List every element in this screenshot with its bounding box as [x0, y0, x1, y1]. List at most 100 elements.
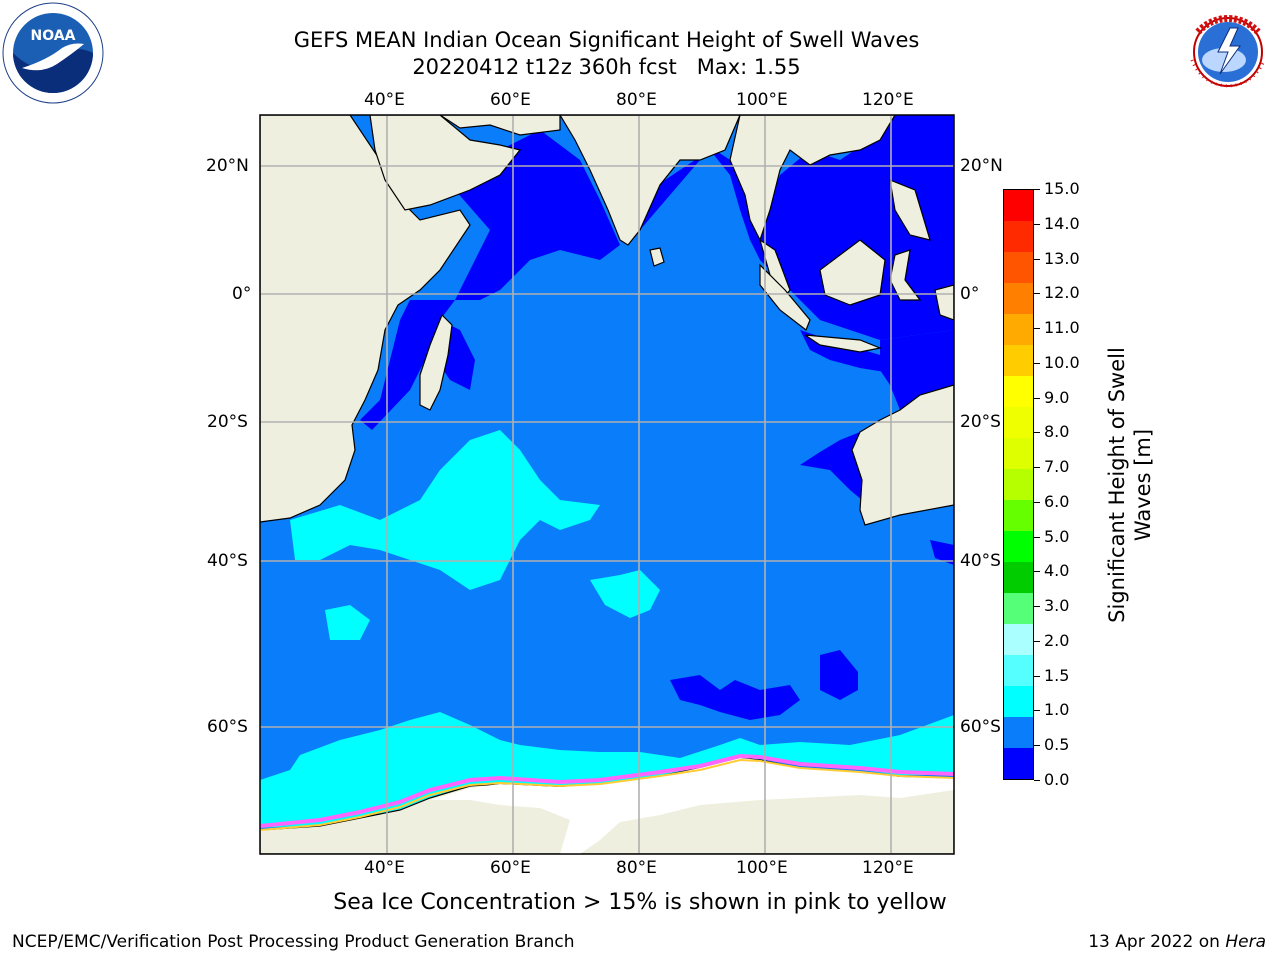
- noaa-logo-text: NOAA: [31, 28, 76, 44]
- lon-label-top: 40°E: [364, 90, 405, 110]
- land-india: [559, 115, 741, 246]
- lat-label-left: 20°S: [207, 412, 248, 432]
- colorbar-swatch: [1004, 438, 1033, 469]
- colorbar-tick-label: 5.0: [1044, 526, 1070, 546]
- colorbar-swatch: [1004, 252, 1033, 283]
- swell-low-southern-patch: [670, 675, 800, 720]
- colorbar-tick-mark: [1034, 328, 1040, 330]
- colorbar-tick-label: 11.0: [1044, 318, 1080, 338]
- land-madagascar: [419, 313, 453, 411]
- colorbar-swatch: [1004, 376, 1033, 407]
- colorbar-tick-mark: [1034, 258, 1040, 260]
- colorbar-ticks: 15.0 14.0 13.0 12.0 11.0 10.0 9.0 8.0 7.0 6.0 5.0 4…: [1034, 180, 1104, 789]
- lat-label-right: 20°S: [960, 412, 1001, 432]
- colorbar-tick-mark: [1034, 293, 1040, 295]
- colorbar-swatch: [1004, 655, 1033, 686]
- colorbar-swatch: [1004, 531, 1033, 562]
- lat-label-right: 20°N: [960, 156, 1003, 176]
- lon-label-bottom: 120°E: [862, 858, 914, 878]
- swell-low-arabian-sea: [360, 130, 620, 430]
- colorbar-tick-mark: [1034, 536, 1040, 538]
- credit-date: 13 Apr 2022 on: [1088, 932, 1226, 952]
- colorbar-tick-label: 8.0: [1044, 422, 1070, 442]
- colorbar-tick-mark: [1034, 675, 1040, 677]
- swell-high-southwest: [290, 430, 600, 590]
- colorbar-swatch: [1004, 593, 1033, 624]
- colorbar-tick-label: 9.0: [1044, 387, 1070, 407]
- sea-ice-note: Sea Ice Concentration > 15% is shown in …: [0, 890, 1280, 915]
- colorbar-tick-mark: [1034, 745, 1040, 747]
- colorbar-swatch: [1004, 500, 1033, 531]
- colorbar-tick-mark: [1034, 501, 1040, 503]
- land-philippines: [889, 179, 931, 241]
- colorbar-swatch: [1004, 624, 1033, 655]
- swell-low-australia-south: [930, 540, 954, 565]
- chart-title: GEFS MEAN Indian Ocean Significant Heigh…: [293, 28, 920, 52]
- lon-label-top: 120°E: [862, 90, 914, 110]
- swell-high-kerguelen: [325, 605, 370, 640]
- swell-high-central: [590, 570, 660, 618]
- swell-high-south-band: [260, 712, 954, 828]
- credit-right: 13 Apr 2022 on Hera: [1088, 932, 1266, 952]
- land-sulawesi: [889, 249, 922, 301]
- lon-label-bottom: 100°E: [736, 858, 788, 878]
- colorbar-tick-label: 1.0: [1044, 700, 1070, 720]
- colorbar-tick-label: 1.5: [1044, 665, 1070, 685]
- colorbar-tick-mark: [1034, 223, 1040, 225]
- colorbar-tick-label: 10.0: [1044, 352, 1080, 372]
- colorbar-tick-mark: [1034, 362, 1040, 364]
- lat-label-right: 60°S: [960, 717, 1001, 737]
- colorbar-label-line1: Significant Height of Swell: [1105, 347, 1129, 623]
- colorbar-tick-label: 2.0: [1044, 630, 1070, 650]
- colorbar-swatch: [1004, 221, 1033, 252]
- lat-label-right: 40°S: [960, 551, 1001, 571]
- land-java: [804, 334, 883, 353]
- colorbar-tick-mark: [1034, 467, 1040, 469]
- colorbar-tick-mark: [1034, 780, 1040, 781]
- swell-low-australia-west: [800, 432, 862, 500]
- colorbar-tick-mark: [1034, 640, 1040, 642]
- lat-label-left: 60°S: [207, 717, 248, 737]
- lon-label-bottom: 40°E: [364, 858, 405, 878]
- colorbar-tick-mark: [1034, 397, 1040, 399]
- lon-label-top: 100°E: [736, 90, 788, 110]
- colorbar-swatch: [1004, 562, 1033, 593]
- land-persia: [438, 115, 561, 136]
- colorbar-swatch: [1004, 748, 1033, 779]
- sea-ice: [430, 758, 954, 854]
- credit-left: NCEP/EMC/Verification Post Processing Pr…: [12, 932, 575, 952]
- colorbar-tick-label: 0.0: [1044, 770, 1070, 789]
- noaa-logo-icon: NOAA: [2, 2, 104, 104]
- lon-label-top: 80°E: [616, 90, 657, 110]
- lat-label-left: 20°N: [206, 156, 249, 176]
- colorbar-swatch: [1004, 314, 1033, 345]
- nws-logo-icon: [1178, 2, 1278, 102]
- colorbar-tick-label: 3.0: [1044, 596, 1070, 616]
- colorbar-tick-label: 15.0: [1044, 179, 1080, 198]
- colorbar-tick-mark: [1034, 571, 1040, 573]
- land-sumatra: [759, 263, 811, 331]
- map-field: [260, 115, 954, 854]
- colorbar-tick-mark: [1034, 432, 1040, 434]
- colorbar-label-line2: Waves [m]: [1131, 428, 1155, 542]
- chart-subtitle: 20220412 t12z 360h fcst Max: 1.55: [412, 55, 801, 79]
- colorbar-swatch: [1004, 717, 1033, 748]
- lon-label-bottom: 80°E: [616, 858, 657, 878]
- colorbar-tick-label: 4.0: [1044, 561, 1070, 581]
- colorbar-swatch: [1004, 283, 1033, 314]
- colorbar-swatch: [1004, 345, 1033, 376]
- colorbar-tick-label: 14.0: [1044, 213, 1080, 233]
- colorbar-tick-label: 7.0: [1044, 457, 1070, 477]
- credit-machine: Hera: [1225, 932, 1266, 952]
- colorbar-swatch: [1004, 469, 1033, 500]
- colorbar-tick-mark: [1034, 710, 1040, 712]
- colorbar-swatch: [1004, 407, 1033, 438]
- land-sri-lanka: [649, 247, 665, 267]
- land-borneo: [819, 239, 886, 306]
- map-frame: [259, 114, 955, 855]
- lon-label-bottom: 60°E: [490, 858, 531, 878]
- colorbar-tick-label: 13.0: [1044, 248, 1080, 268]
- swell-low-southern-patch-2: [820, 650, 858, 700]
- land-arabia: [369, 115, 522, 211]
